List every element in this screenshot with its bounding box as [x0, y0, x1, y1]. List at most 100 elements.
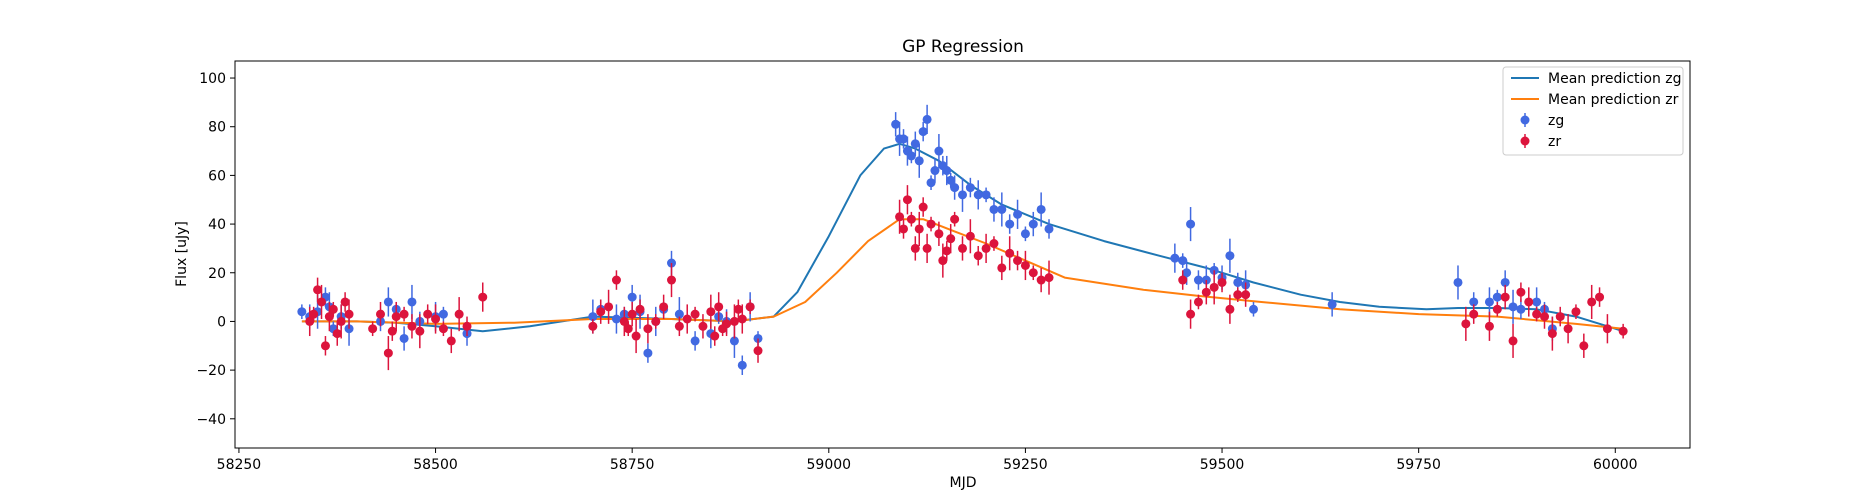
data-point-zr: [423, 309, 433, 319]
data-point-zr: [1595, 292, 1605, 302]
y-tick-label: 60: [208, 168, 226, 184]
data-point-zr: [682, 314, 692, 324]
y-tick-label: 40: [208, 217, 226, 233]
data-point-zr: [454, 309, 464, 319]
data-point-zg: [922, 114, 932, 124]
data-point-zg: [438, 309, 448, 319]
data-point-zr: [611, 275, 621, 285]
legend-swatch-zr-points: [1520, 134, 1530, 148]
y-tick-label: 100: [199, 71, 226, 87]
data-point-zr: [1241, 290, 1251, 300]
data-point-zr: [659, 302, 669, 312]
x-tick-label: 59250: [1003, 457, 1048, 473]
data-point-zr: [914, 224, 924, 234]
data-point-zg: [950, 183, 960, 193]
data-point-zr: [942, 246, 952, 256]
data-point-zr: [1516, 287, 1526, 297]
data-point-zr: [899, 224, 909, 234]
data-point-zr: [938, 256, 948, 266]
legend: Mean prediction zg Mean prediction zr zg…: [1502, 66, 1684, 156]
x-axis-ticks: 58250 58500 58750 59000 59250 59500 59750 60000: [217, 448, 1638, 473]
x-axis-label: MJD: [950, 475, 977, 491]
data-points: [297, 104, 1628, 375]
y-tick-label: −40: [196, 412, 226, 428]
data-point-zg: [611, 314, 621, 324]
data-point-zr: [627, 309, 637, 319]
data-point-zr: [934, 229, 944, 239]
data-point-zr: [340, 297, 350, 307]
legend-label-zg-points: zg: [1548, 113, 1564, 129]
data-point-zg: [399, 333, 409, 343]
data-point-zr: [596, 307, 606, 317]
data-point-zr: [1563, 324, 1573, 334]
data-point-zr: [399, 309, 409, 319]
data-point-zr: [324, 312, 334, 322]
data-point-zg: [910, 139, 920, 149]
legend-label-zg-line: Mean prediction zg: [1548, 71, 1682, 87]
data-point-zg: [899, 134, 909, 144]
y-axis-label: Flux [uJy]: [174, 221, 190, 287]
data-point-zr: [1461, 319, 1471, 329]
data-point-zg: [1500, 277, 1510, 287]
y-axis-ticks: −40 −20 0 20 40 60 80 100: [196, 71, 235, 428]
data-point-zr: [906, 214, 916, 224]
data-point-zr: [317, 297, 327, 307]
data-point-zr: [1587, 297, 1597, 307]
data-point-zr: [387, 326, 397, 336]
data-point-zr: [973, 251, 983, 261]
data-point-zr: [1532, 309, 1542, 319]
data-point-zg: [981, 190, 991, 200]
data-point-zr: [918, 202, 928, 212]
plot-frame: [234, 60, 1691, 449]
data-point-zr: [958, 243, 967, 253]
data-point-zg: [891, 119, 901, 129]
data-point-zg: [1327, 299, 1337, 309]
data-point-zr: [446, 336, 456, 346]
data-point-zr: [698, 321, 708, 331]
data-point-zr: [1524, 297, 1534, 307]
data-point-zr: [1500, 292, 1510, 302]
data-point-zg: [1013, 209, 1023, 219]
x-tick-label: 60000: [1593, 457, 1638, 473]
legend-box: [1502, 66, 1684, 156]
data-point-zr: [1020, 260, 1030, 270]
data-point-zr: [950, 214, 960, 224]
y-tick-label: 0: [217, 314, 226, 330]
data-point-zg: [1036, 204, 1046, 214]
data-point-zr: [619, 316, 629, 326]
data-point-zr: [1225, 304, 1235, 314]
data-point-zg: [989, 204, 999, 214]
data-point-zg: [737, 360, 747, 370]
data-point-zr: [431, 314, 441, 324]
data-point-zg: [1028, 219, 1038, 229]
data-point-zr: [478, 292, 488, 302]
data-point-zr: [344, 309, 354, 319]
data-point-zr: [1044, 273, 1054, 283]
data-point-zr: [1178, 275, 1188, 285]
data-point-zg: [930, 166, 940, 176]
data-point-zg: [1182, 268, 1192, 278]
data-point-zg: [1044, 224, 1054, 234]
x-tick-label: 58250: [217, 457, 262, 473]
data-point-zr: [722, 319, 732, 329]
data-point-zg: [934, 146, 944, 156]
data-point-zg: [383, 297, 393, 307]
data-point-zr: [604, 302, 614, 312]
legend-swatch-zg-points: [1520, 113, 1530, 127]
x-tick-label: 59000: [807, 457, 852, 473]
data-point-zr: [1540, 312, 1549, 322]
data-point-zg: [1492, 292, 1502, 302]
data-point-zr: [309, 309, 319, 319]
data-point-zr: [946, 234, 956, 244]
data-point-zr: [1005, 248, 1015, 258]
data-point-zr: [753, 346, 763, 356]
data-point-zg: [643, 348, 653, 358]
data-point-zg: [674, 309, 684, 319]
data-point-zr: [922, 243, 932, 253]
data-point-zg: [1516, 304, 1526, 314]
data-point-zr: [368, 324, 378, 334]
legend-marker-dot: [1520, 115, 1530, 125]
data-point-zg: [1508, 302, 1518, 312]
data-point-zg: [1249, 304, 1258, 314]
